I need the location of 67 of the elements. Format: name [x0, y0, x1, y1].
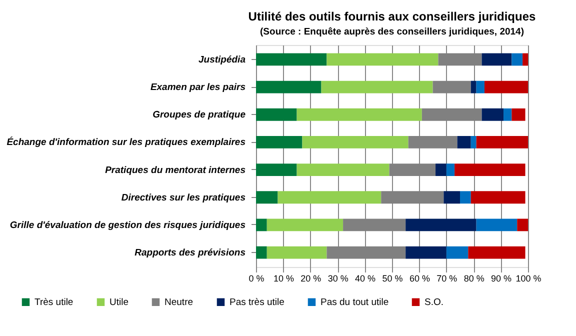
bar	[512, 53, 523, 66]
bar	[484, 80, 528, 94]
y-tick-label: Échange d'information sur les pratiques exemplaires	[6, 136, 246, 148]
bar	[256, 246, 267, 259]
bar	[454, 164, 526, 176]
bar	[266, 218, 344, 232]
bar	[504, 108, 512, 121]
chart-title: Utilité des outils fournis aux conseillers juridiques	[248, 10, 536, 24]
bar	[522, 53, 528, 66]
bar	[256, 53, 327, 66]
bar	[512, 108, 526, 121]
x-tick-label: 20 %	[300, 274, 322, 284]
legend-label: Pas très utile	[230, 297, 284, 308]
chart-subtitle: (Source : Enquête auprès des conseillers juridiques, 2014)	[260, 26, 524, 38]
bar	[321, 80, 433, 94]
bar	[444, 191, 460, 204]
bar	[446, 164, 455, 176]
bar	[256, 80, 322, 94]
x-tick-label: 60 %	[409, 274, 430, 284]
x-tick-label: 70 %	[436, 274, 458, 284]
bar	[266, 246, 327, 259]
y-tick-label: Rapports des prévisions	[134, 248, 246, 259]
x-tick-label: 0 %	[248, 274, 264, 284]
x-tick-label: 90 %	[491, 274, 512, 284]
legend-label: Neutre	[164, 297, 194, 308]
x-tick-label: 40 %	[355, 274, 376, 284]
bar	[460, 191, 471, 204]
legend-label: Pas du tout utile	[320, 297, 389, 308]
bar	[470, 136, 476, 148]
bar	[446, 246, 468, 259]
x-tick-label: 30 %	[328, 274, 348, 284]
legend-label: S.O.	[424, 297, 444, 308]
y-tick-label: Grille d'évaluation de gestion des risques juridiques	[10, 220, 246, 231]
bar	[457, 136, 471, 148]
bar	[256, 191, 278, 204]
bar	[476, 80, 484, 94]
x-tick-label: 10 %	[273, 274, 294, 284]
bar	[436, 164, 446, 176]
bar	[256, 164, 297, 176]
bar	[476, 136, 528, 148]
bar	[296, 164, 390, 176]
bar	[296, 108, 422, 121]
bar	[256, 136, 302, 148]
legend-label: Très utile	[34, 297, 74, 308]
bar	[278, 191, 382, 204]
bar	[406, 246, 446, 259]
legend-label: Utile	[110, 297, 129, 308]
bar	[468, 246, 526, 259]
bar	[470, 191, 526, 204]
bar	[302, 136, 408, 148]
y-tick-label: Groupes de pratique	[152, 110, 246, 121]
bar	[406, 218, 476, 232]
bar	[256, 108, 297, 121]
y-tick-label: Examen par les pairs	[150, 82, 246, 94]
bar	[476, 218, 518, 232]
bar	[482, 53, 512, 66]
bar	[470, 80, 476, 94]
bar	[517, 218, 528, 232]
y-tick-label: Directives sur les pratiques	[121, 192, 246, 204]
x-tick-label: 50 %	[382, 274, 403, 284]
y-tick-label: Pratiques du mentorat internes	[105, 164, 246, 176]
bar	[326, 53, 438, 66]
bar	[256, 218, 267, 232]
bar	[482, 108, 504, 121]
x-tick-label: 100 %	[516, 274, 542, 284]
x-tick-label: 80 %	[464, 274, 484, 284]
y-tick-label: Justipédia	[198, 54, 246, 66]
